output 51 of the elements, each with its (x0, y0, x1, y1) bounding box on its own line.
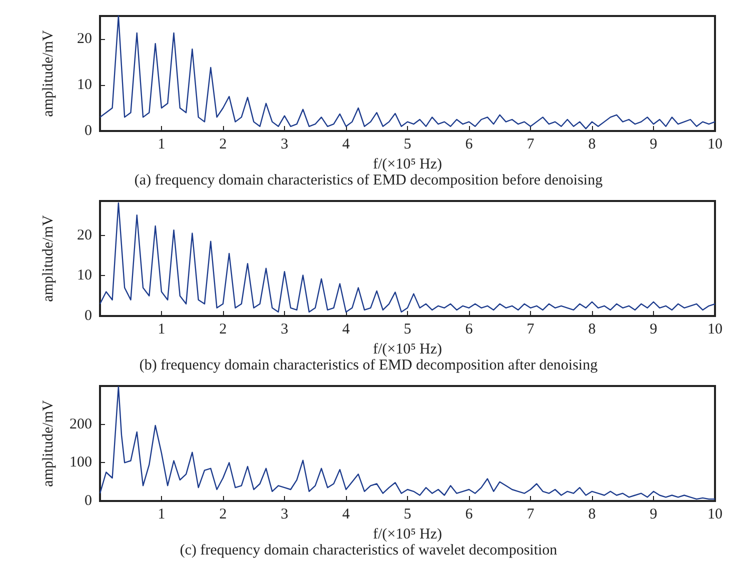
x-tick-label: 5 (404, 322, 412, 338)
text: (c) frequency domain characteristics of wavelet decomposition (180, 542, 558, 558)
x-tick-label: 4 (342, 136, 350, 152)
x-tick-label: 1 (158, 322, 166, 338)
line-series (99, 202, 716, 313)
x-tick-label: 5 (404, 506, 412, 522)
y-tick-label: 10 (77, 77, 92, 93)
y-tick-label: 100 (70, 454, 92, 471)
x-tick-label: 9 (650, 322, 658, 338)
y-tick-label: 20 (77, 227, 92, 244)
x-tick-label: 6 (465, 322, 474, 338)
y-axis-title: amplitude/mV (40, 30, 56, 117)
x-tick-label: 9 (650, 136, 658, 152)
y-tick-label: 20 (77, 31, 92, 47)
x-tick-label: 10 (708, 322, 722, 338)
x-tick-label: 3 (280, 136, 288, 152)
x-tick-label: 2 (219, 506, 227, 522)
x-tick-label: 2 (219, 136, 227, 152)
x-tick-label: 7 (526, 506, 535, 522)
x-tick-label: 7 (526, 322, 535, 338)
x-tick-label: 9 (650, 506, 658, 522)
x-tick-label: 6 (465, 506, 474, 522)
y-tick-label: 0 (84, 308, 92, 324)
x-tick-label: 7 (526, 136, 535, 152)
x-tick-label: 6 (465, 136, 474, 152)
y-tick-label: 0 (84, 123, 92, 139)
x-axis-title: f/(×10⁵ Hz) (372, 156, 442, 172)
x-axis-title: f/(×10⁵ Hz) (372, 526, 442, 542)
text: (b) frequency domain characteristics of EMD decomposition after denoising (139, 358, 598, 374)
text: (a) frequency domain characteristics of EMD decomposition before denoising (134, 172, 604, 188)
x-tick-label: 1 (158, 136, 166, 152)
x-tick-label: 4 (342, 506, 350, 522)
y-tick-label: 0 (84, 493, 92, 509)
x-tick-label: 8 (588, 506, 596, 522)
x-tick-label: 5 (404, 136, 412, 152)
line-series (99, 386, 716, 500)
x-tick-label: 10 (708, 506, 722, 522)
x-tick-label: 3 (280, 506, 288, 522)
y-tick-label: 10 (77, 268, 92, 284)
x-tick-label: 8 (588, 322, 596, 338)
x-axis-title: f/(×10⁵ Hz) (372, 341, 442, 358)
x-tick-label: 4 (342, 322, 350, 338)
y-axis-title: amplitude/mV (40, 400, 56, 487)
x-tick-label: 1 (158, 506, 166, 522)
x-tick-label: 8 (588, 136, 596, 152)
x-tick-label: 3 (280, 322, 288, 338)
y-tick-label: 200 (70, 416, 92, 432)
line-series (99, 15, 716, 130)
y-axis-title: amplitude/mV (40, 215, 56, 302)
x-tick-label: 10 (708, 136, 722, 152)
x-tick-label: 2 (219, 322, 227, 338)
